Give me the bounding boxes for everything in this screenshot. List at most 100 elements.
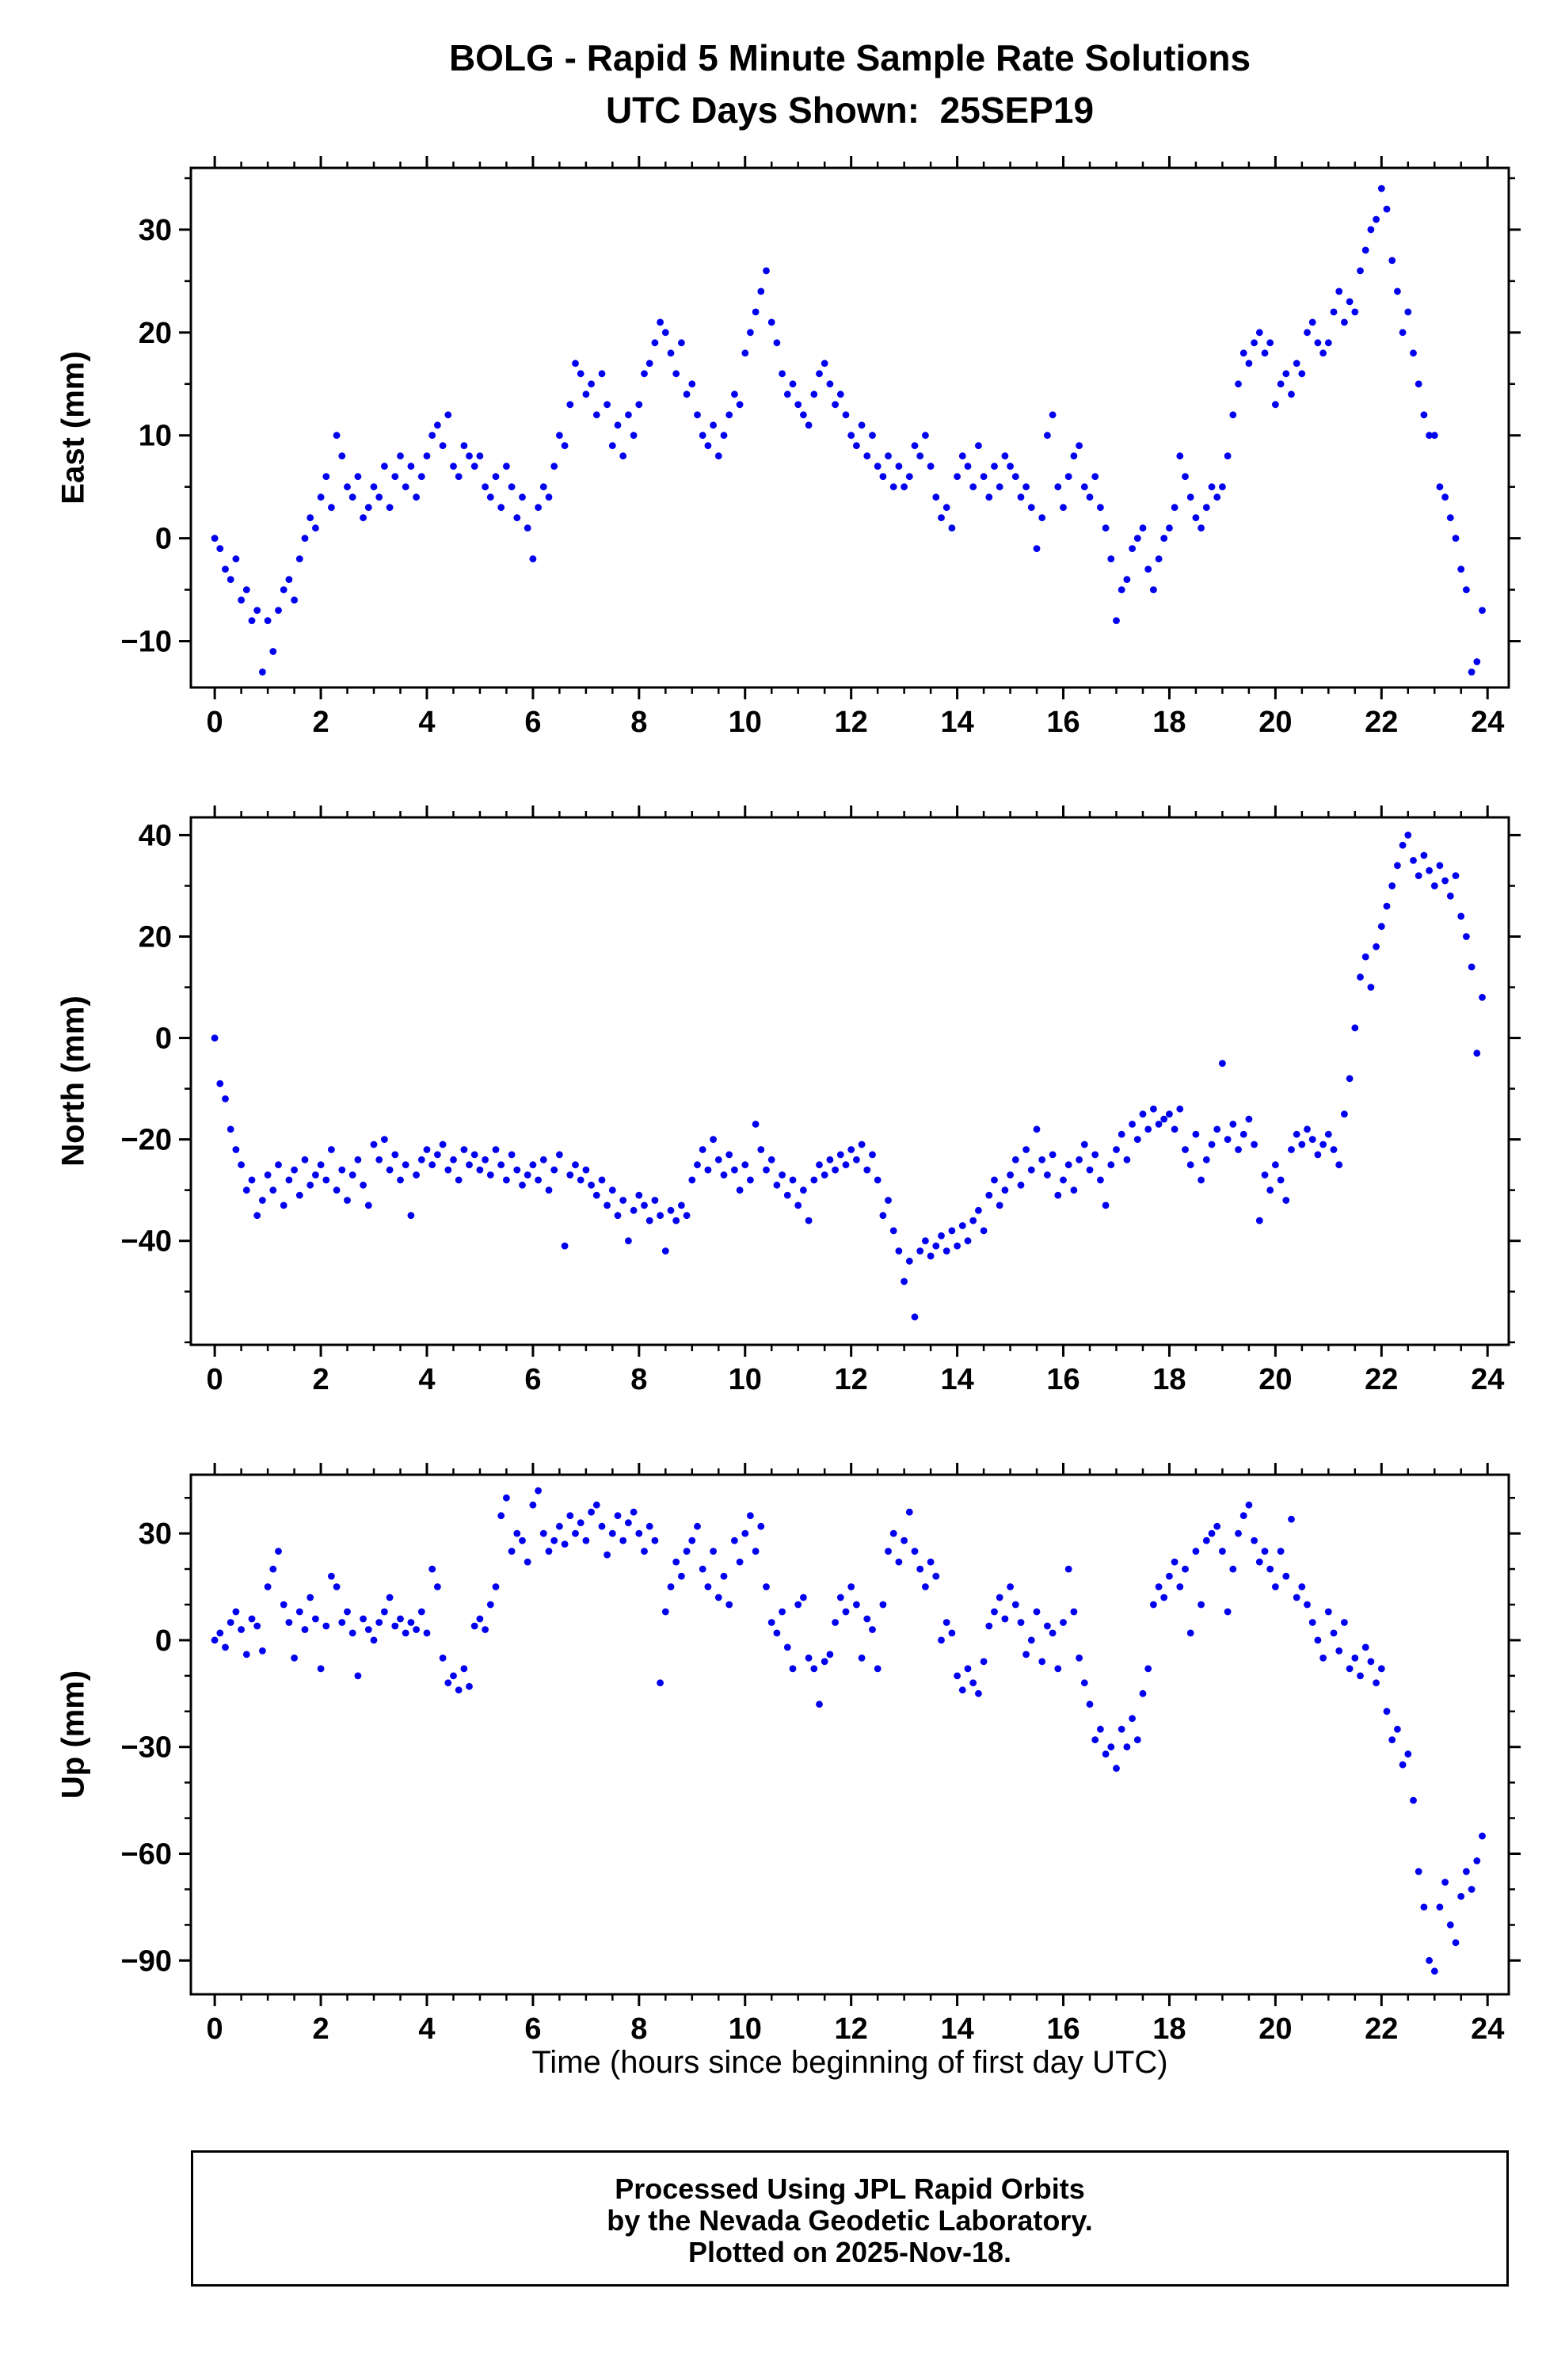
data-point <box>301 1626 309 1633</box>
data-point <box>577 1176 584 1184</box>
data-point <box>1251 1537 1258 1544</box>
data-point <box>1272 1161 1279 1169</box>
data-point <box>1001 1186 1009 1194</box>
data-point <box>1266 1565 1274 1573</box>
data-point <box>1282 370 1290 378</box>
data-point <box>582 1166 590 1174</box>
data-point <box>1367 984 1375 991</box>
data-point <box>853 442 860 450</box>
x-tick-label: 14 <box>940 706 973 739</box>
data-point <box>985 1191 993 1199</box>
data-point <box>720 1171 728 1179</box>
data-point <box>439 442 447 450</box>
data-point <box>1341 1619 1348 1626</box>
y-tick-label: 40 <box>139 819 172 852</box>
data-point <box>322 473 330 481</box>
data-point <box>895 1558 903 1566</box>
data-point <box>1404 832 1412 839</box>
data-point <box>550 1166 558 1174</box>
data-point <box>1027 1166 1035 1174</box>
data-point <box>954 1672 961 1680</box>
data-point <box>836 1151 844 1159</box>
data-point <box>1239 1130 1247 1138</box>
data-point <box>608 442 616 450</box>
data-point <box>1166 1572 1173 1580</box>
data-point <box>752 308 760 316</box>
data-point <box>253 1622 261 1630</box>
x-tick-label: 4 <box>418 2013 435 2046</box>
data-point <box>1266 339 1274 347</box>
data-point <box>608 1529 616 1537</box>
data-point <box>1410 1796 1417 1804</box>
data-point <box>794 1601 802 1609</box>
data-point <box>1377 185 1385 192</box>
data-point <box>338 1166 346 1174</box>
data-point <box>980 1658 988 1666</box>
data-point <box>731 390 738 398</box>
data-point <box>434 1583 441 1590</box>
data-point <box>364 1201 372 1209</box>
data-point <box>1394 1725 1401 1733</box>
data-point <box>1192 1130 1200 1138</box>
data-point <box>714 1156 722 1163</box>
data-point <box>938 1232 945 1240</box>
data-point <box>688 380 696 388</box>
data-point <box>869 1626 876 1633</box>
data-point <box>1150 1105 1157 1113</box>
data-point <box>354 473 362 481</box>
data-point <box>885 1548 892 1555</box>
data-point <box>847 1146 855 1153</box>
data-point <box>1107 555 1115 562</box>
data-point <box>588 1508 595 1516</box>
data-point <box>911 1313 919 1321</box>
data-point <box>1441 493 1449 501</box>
plot-frame <box>189 816 1510 1346</box>
data-point <box>901 1278 908 1285</box>
data-point <box>1064 1565 1072 1573</box>
data-point <box>1155 1121 1163 1128</box>
data-point <box>423 1629 431 1637</box>
data-point <box>354 1672 362 1680</box>
data-point <box>752 1548 760 1555</box>
data-point <box>524 524 531 532</box>
data-point <box>1373 1679 1380 1687</box>
data-point <box>1293 360 1300 367</box>
data-point <box>625 1519 632 1527</box>
data-point <box>407 1212 415 1220</box>
data-point <box>450 463 457 470</box>
data-point <box>397 1176 404 1184</box>
data-point <box>747 1512 754 1520</box>
data-point <box>1198 1176 1205 1184</box>
data-point <box>1361 953 1369 961</box>
data-point <box>773 1181 781 1189</box>
data-point <box>964 1237 972 1245</box>
data-point <box>291 1655 298 1662</box>
data-point <box>1224 1608 1232 1616</box>
data-point <box>996 1594 1003 1601</box>
data-point <box>450 1672 457 1680</box>
data-point <box>858 1655 866 1662</box>
data-point <box>741 1529 749 1537</box>
data-point <box>863 1615 871 1623</box>
x-tick-label: 8 <box>630 706 647 739</box>
data-point <box>1213 1522 1221 1530</box>
data-point <box>1235 380 1242 388</box>
data-point <box>1473 658 1481 665</box>
data-point <box>592 1191 600 1199</box>
data-point <box>360 1615 367 1623</box>
x-tick-label: 10 <box>729 2013 762 2046</box>
data-point <box>1118 586 1125 593</box>
data-point <box>619 1537 627 1544</box>
data-point <box>783 1191 791 1199</box>
data-point <box>1373 942 1380 950</box>
data-point <box>242 1651 250 1658</box>
data-point <box>232 1146 240 1153</box>
data-point <box>259 668 266 676</box>
data-point <box>1076 1156 1083 1163</box>
data-point <box>1208 483 1216 491</box>
data-point <box>535 504 542 512</box>
data-point <box>1346 298 1354 306</box>
data-point <box>938 1636 945 1644</box>
x-tick-label: 12 <box>835 706 868 739</box>
data-point <box>725 411 733 419</box>
